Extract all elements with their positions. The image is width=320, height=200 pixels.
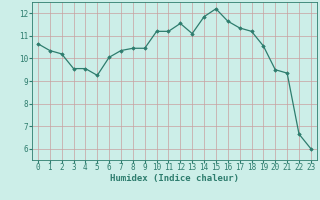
X-axis label: Humidex (Indice chaleur): Humidex (Indice chaleur) bbox=[110, 174, 239, 183]
